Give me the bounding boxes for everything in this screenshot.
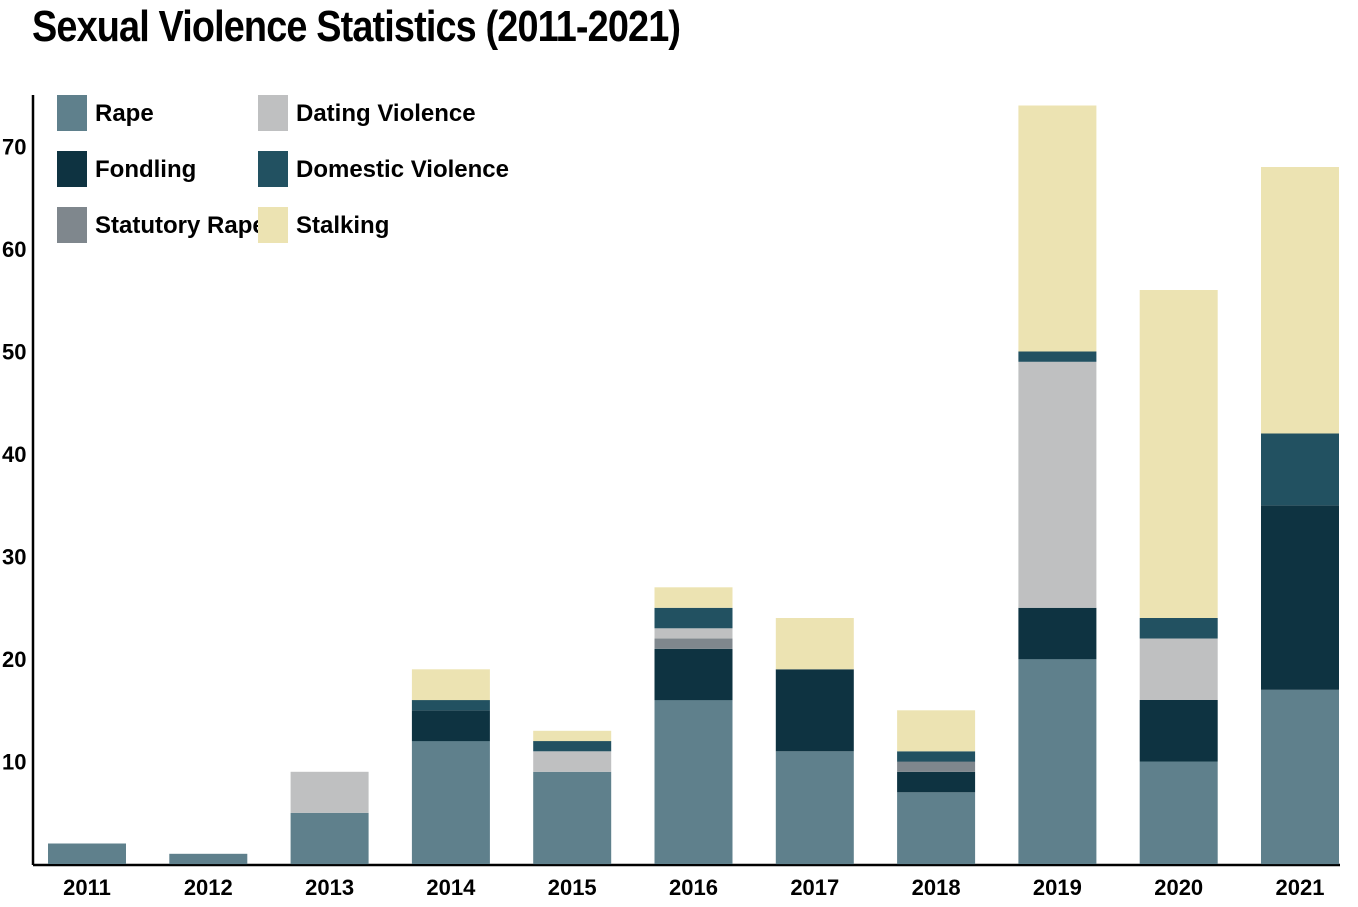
legend-label: Dating Violence bbox=[296, 100, 476, 127]
bar-2016-fondling bbox=[654, 648, 733, 701]
bar-2019-rape bbox=[1018, 659, 1097, 864]
bar-2019-stalking bbox=[1018, 105, 1097, 352]
y-tick-label: 40 bbox=[2, 442, 26, 467]
bar-2018-domestic-violence bbox=[897, 751, 976, 762]
legend-swatch-dating-violence bbox=[258, 95, 288, 131]
axes bbox=[31, 95, 1340, 867]
bar-2020-rape bbox=[1139, 761, 1218, 864]
bar-2016-dating-violence bbox=[654, 628, 733, 639]
x-tick-label: 2016 bbox=[669, 875, 718, 900]
legend-swatch-fondling bbox=[57, 151, 87, 187]
bar-2011-rape bbox=[48, 843, 126, 864]
x-tick-label: 2017 bbox=[790, 875, 839, 900]
bar-2020-stalking bbox=[1139, 290, 1218, 618]
legend-label: Stalking bbox=[296, 212, 389, 239]
bar-2012-rape bbox=[169, 853, 248, 865]
bar-2015-dating-violence bbox=[533, 751, 612, 772]
bar-2015-domestic-violence bbox=[533, 741, 612, 752]
x-tick-label: 2021 bbox=[1276, 875, 1325, 900]
bar-2014-fondling bbox=[411, 710, 490, 742]
x-tick-label: 2015 bbox=[548, 875, 597, 900]
bar-2019-fondling bbox=[1018, 607, 1097, 660]
y-tick-label: 70 bbox=[2, 135, 26, 160]
legend-swatch-rape bbox=[57, 95, 87, 131]
chart-title: Sexual Violence Statistics (2011-2021) bbox=[32, 2, 681, 51]
x-tick-labels: 2011 2012 2013 2014 2015 2016 2017 2018 2019 2020… bbox=[63, 875, 1324, 900]
bar-2014-stalking bbox=[411, 669, 490, 701]
bar-2015-rape bbox=[533, 771, 612, 865]
y-tick-label: 50 bbox=[2, 340, 26, 365]
bar-2018-rape bbox=[897, 792, 976, 865]
bar-2020-fondling bbox=[1139, 700, 1218, 762]
y-tick-labels: 10 20 30 40 50 60 70 bbox=[2, 135, 26, 775]
x-tick-label: 2014 bbox=[426, 875, 476, 900]
bar-2016-rape bbox=[654, 700, 733, 864]
bars bbox=[48, 105, 1339, 865]
x-tick-label: 2019 bbox=[1033, 875, 1082, 900]
bar-2016-stalking bbox=[654, 587, 733, 608]
bar-2021-domestic-violence bbox=[1261, 433, 1339, 506]
bar-2016-domestic-violence bbox=[654, 607, 733, 629]
bar-2017-fondling bbox=[775, 669, 854, 752]
bar-2014-domestic-violence bbox=[411, 700, 490, 711]
legend-label: Domestic Violence bbox=[296, 156, 509, 183]
bar-2015-stalking bbox=[533, 730, 612, 742]
x-tick-label: 2011 bbox=[63, 875, 111, 900]
bar-2019-dating-violence bbox=[1018, 361, 1097, 608]
bar-2014-rape bbox=[411, 741, 490, 864]
legend-swatch-statutory-rape bbox=[57, 207, 87, 243]
y-tick-label: 60 bbox=[2, 237, 26, 262]
legend: Rape Fondling Statutory Rape Dating Violenc… bbox=[57, 95, 509, 243]
bar-2021-stalking bbox=[1261, 167, 1339, 434]
bar-2019-domestic-violence bbox=[1018, 351, 1097, 362]
legend-label: Fondling bbox=[95, 156, 196, 183]
bar-2016-statutory-rape bbox=[654, 638, 733, 649]
x-tick-label: 2013 bbox=[305, 875, 354, 900]
bar-2013-rape bbox=[290, 812, 369, 865]
legend-label: Rape bbox=[95, 100, 154, 127]
x-tick-label: 2012 bbox=[184, 875, 233, 900]
bar-2021-rape bbox=[1261, 689, 1339, 865]
bar-2018-fondling bbox=[897, 771, 976, 793]
y-tick-label: 30 bbox=[2, 545, 26, 570]
bar-2021-fondling bbox=[1261, 505, 1339, 690]
legend-label: Statutory Rape bbox=[95, 212, 266, 239]
y-tick-label: 20 bbox=[2, 647, 26, 672]
x-tick-label: 2020 bbox=[1154, 875, 1203, 900]
legend-swatch-domestic-violence bbox=[258, 151, 288, 187]
bar-2020-domestic-violence bbox=[1139, 618, 1218, 639]
legend-swatch-stalking bbox=[258, 207, 288, 243]
bar-2017-stalking bbox=[775, 618, 854, 670]
bar-2013-dating-violence bbox=[290, 771, 369, 813]
bar-2018-stalking bbox=[897, 710, 976, 752]
bar-2020-dating-violence bbox=[1139, 638, 1218, 700]
bar-2017-rape bbox=[775, 751, 854, 865]
y-tick-label: 10 bbox=[2, 750, 26, 775]
x-tick-label: 2018 bbox=[912, 875, 961, 900]
bar-2018-statutory-rape bbox=[897, 761, 976, 772]
